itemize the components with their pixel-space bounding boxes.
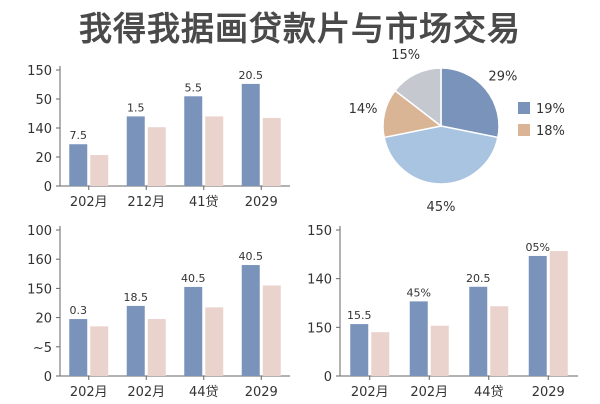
c3-y-tick-label: ~5 (33, 341, 52, 356)
c3-bar-secondary (262, 285, 281, 376)
c3-x-tick-label: 202月 (70, 385, 108, 400)
c1-x-tick-label: 2029 (245, 195, 278, 210)
c1-data-label: 20.5 (239, 69, 264, 82)
c4-y-tick-label: 140 (307, 273, 332, 288)
c1-y-tick-label: 0 (44, 180, 52, 195)
c1-x-tick-label: 202月 (70, 195, 108, 210)
c1-x-tick-label: 41贷 (189, 195, 219, 210)
c3-bar-secondary (90, 326, 109, 376)
c4-bar-secondary (371, 332, 390, 376)
c3-x-tick-label: 44贷 (189, 385, 219, 400)
pie-slice (393, 67, 442, 128)
page-title: 我得我据画贷款片与市场交易 (79, 9, 521, 48)
c4-x-tick-label: 202月 (410, 385, 448, 400)
legend-label: 18% (536, 124, 565, 139)
c1-data-label: 1.5 (127, 101, 145, 114)
c4-bar-primary (528, 255, 547, 376)
pie-slice (440, 67, 500, 139)
pie-slice-label: 45% (427, 200, 456, 215)
c3-data-label: 18.5 (124, 291, 149, 304)
c1-bar-secondary (147, 127, 166, 186)
c1-data-label: 5.5 (185, 81, 203, 94)
c4-data-label: 20.5 (466, 272, 491, 285)
c1-bar-secondary (90, 155, 109, 186)
c3-bar-secondary (147, 319, 166, 376)
c3-bar-primary (126, 305, 145, 376)
c3-bar-primary (241, 265, 260, 376)
c4-bar-primary (409, 301, 428, 376)
c3-y-tick-label: 150 (27, 282, 52, 297)
c1-bar-secondary (262, 117, 281, 186)
c3-bar-primary (69, 319, 88, 376)
c3-y-tick-label: 0 (44, 370, 52, 385)
legend-label: 19% (536, 102, 565, 117)
c4-y-tick-label: 150 (307, 321, 332, 336)
pie-slice-label: 29% (488, 69, 517, 84)
legend-swatch (518, 124, 530, 136)
c3-data-label: 0.3 (70, 304, 88, 317)
c4-bar-secondary (490, 306, 509, 376)
c1-bar-primary (241, 83, 260, 186)
c3-y-tick-label: 100 (27, 224, 52, 239)
pie-slice-label: 14% (349, 102, 378, 117)
c4-bar-primary (350, 324, 369, 376)
pie-slice-label: 15% (391, 48, 420, 63)
c4-y-tick-label: 0 (324, 370, 332, 385)
c3-data-label: 40.5 (181, 272, 206, 285)
c1-bar-secondary (205, 116, 224, 186)
c1-bar-primary (69, 144, 88, 186)
c1-y-tick-label: 150 (27, 64, 52, 79)
c4-bar-secondary (430, 325, 449, 376)
c1-bar-primary (184, 96, 203, 186)
legend-swatch (518, 102, 530, 114)
c1-y-tick-label: 50 (35, 93, 52, 108)
c3-x-tick-label: 202月 (127, 385, 165, 400)
c1-x-tick-label: 212月 (127, 195, 165, 210)
c3-y-tick-label: 20 (35, 312, 52, 327)
c4-bar-secondary (549, 251, 568, 376)
c4-bar-primary (469, 286, 488, 376)
c4-data-label: 45% (407, 286, 431, 299)
c4-x-tick-label: 202月 (351, 385, 389, 400)
c3-y-tick-label: 160 (27, 253, 52, 268)
c3-bar-primary (184, 286, 203, 376)
c4-x-tick-label: 44贷 (474, 385, 504, 400)
c4-y-tick-label: 150 (307, 224, 332, 239)
c1-y-tick-label: 20 (35, 151, 52, 166)
c4-x-tick-label: 2029 (532, 385, 565, 400)
c3-data-label: 40.5 (239, 250, 264, 263)
c4-data-label: 05% (526, 241, 550, 254)
pie-slice (383, 125, 499, 185)
c4-data-label: 15.5 (347, 309, 372, 322)
c1-y-tick-label: 140 (27, 122, 52, 137)
c3-x-tick-label: 2029 (245, 385, 278, 400)
c1-bar-primary (126, 116, 145, 186)
c1-data-label: 7.5 (70, 129, 88, 142)
c3-bar-secondary (205, 307, 224, 376)
